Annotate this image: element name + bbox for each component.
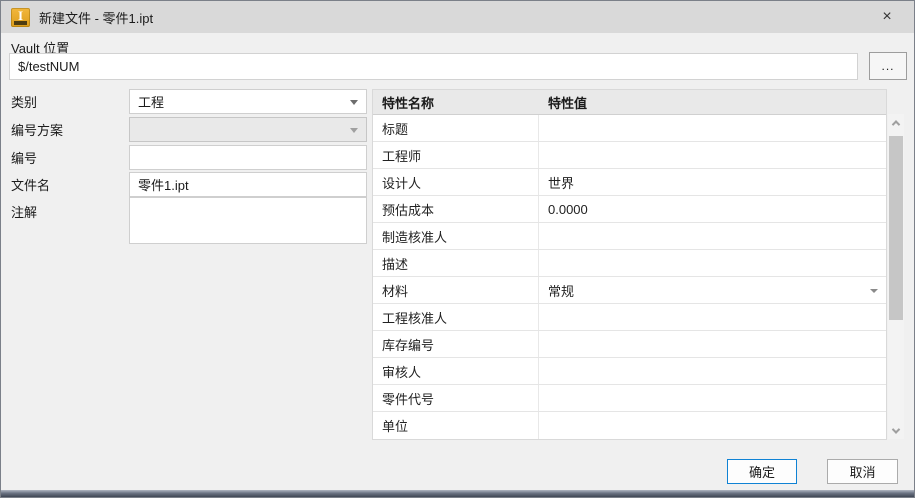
- category-dropdown[interactable]: 工程: [129, 89, 367, 114]
- window-title: 新建文件 - 零件1.ipt: [39, 10, 154, 26]
- material-value: 常规: [548, 283, 575, 299]
- table-row-units: 单位: [373, 412, 886, 439]
- property-value-cell[interactable]: [539, 412, 886, 439]
- vault-location-input[interactable]: [9, 53, 858, 80]
- scroll-up-icon[interactable]: [888, 114, 904, 131]
- property-value-cell[interactable]: [539, 304, 886, 330]
- numbering-scheme-dropdown: [129, 117, 367, 142]
- property-name: 审核人: [373, 358, 539, 384]
- browse-button[interactable]: ...: [869, 52, 907, 80]
- filename-row: 文件名: [11, 172, 367, 197]
- table-row-mfg-approver: 制造核准人: [373, 223, 886, 250]
- title-bar: I 新建文件 - 零件1.ipt ×: [1, 1, 914, 33]
- property-name: 标题: [373, 115, 539, 141]
- number-input[interactable]: [129, 145, 367, 170]
- category-label: 类别: [11, 95, 38, 110]
- cancel-button[interactable]: 取消: [827, 459, 898, 484]
- comment-row: 注解: [11, 197, 367, 244]
- property-value-cell[interactable]: [539, 142, 886, 168]
- window-bottom-edge: [1, 490, 914, 497]
- material-dropdown-cell[interactable]: 常规: [539, 277, 886, 303]
- table-row-title: 标题: [373, 115, 886, 142]
- close-icon[interactable]: ×: [882, 8, 892, 25]
- number-row: 编号: [11, 145, 367, 170]
- property-value-cell[interactable]: [539, 223, 886, 249]
- category-row: 类别 工程: [11, 89, 367, 114]
- property-name: 预估成本: [373, 196, 539, 222]
- property-value-cell[interactable]: [539, 115, 886, 141]
- table-row-estimated-cost: 预估成本 0.0000: [373, 196, 886, 223]
- property-name: 库存编号: [373, 331, 539, 357]
- properties-table-header: 特性名称 特性值: [373, 90, 886, 115]
- filename-label: 文件名: [11, 178, 51, 193]
- ok-button[interactable]: 确定: [727, 459, 797, 484]
- property-name: 材料: [373, 277, 539, 303]
- category-value: 工程: [138, 95, 165, 110]
- inventor-file-icon: I: [11, 7, 30, 27]
- property-value-cell[interactable]: [539, 385, 886, 411]
- chevron-down-icon: [891, 424, 901, 434]
- property-value-cell[interactable]: 世界: [548, 175, 575, 191]
- vault-location-label: Vault 位置: [11, 41, 70, 56]
- property-value-cell[interactable]: [539, 250, 886, 276]
- property-name: 工程核准人: [373, 304, 539, 330]
- property-name: 零件代号: [373, 385, 539, 411]
- table-row-material: 材料 常规: [373, 277, 886, 304]
- chevron-down-icon: [350, 128, 358, 133]
- scroll-down-icon[interactable]: [888, 422, 904, 439]
- inventor-icon-letter: I: [17, 8, 24, 23]
- comment-label: 注解: [11, 205, 38, 220]
- property-name: 制造核准人: [373, 223, 539, 249]
- table-row-engineer: 工程师: [373, 142, 886, 169]
- number-label: 编号: [11, 151, 38, 166]
- property-value-cell[interactable]: [539, 358, 886, 384]
- property-name: 设计人: [373, 169, 539, 195]
- properties-table: 特性名称 特性值 标题 工程师 设计人 世界 预估成本 0.0000 制造核准人…: [372, 89, 887, 440]
- property-name: 单位: [373, 412, 539, 439]
- table-row-checked-by: 审核人: [373, 358, 886, 385]
- scrollbar-thumb[interactable]: [889, 136, 903, 320]
- chevron-down-icon: [870, 289, 878, 293]
- table-row-stock-number: 库存编号: [373, 331, 886, 358]
- table-row-description: 描述: [373, 250, 886, 277]
- table-row-eng-approver: 工程核准人: [373, 304, 886, 331]
- vertical-scrollbar[interactable]: [888, 114, 904, 439]
- table-row-designer: 设计人 世界: [373, 169, 886, 196]
- property-name: 描述: [373, 250, 539, 276]
- property-name-header: 特性名称: [382, 95, 435, 111]
- property-value-cell[interactable]: [539, 331, 886, 357]
- chevron-up-icon: [891, 119, 901, 129]
- table-row-part-number: 零件代号: [373, 385, 886, 412]
- property-name: 工程师: [373, 142, 539, 168]
- comment-textarea[interactable]: [129, 197, 367, 244]
- property-value-header: 特性值: [548, 95, 588, 111]
- property-value-cell[interactable]: 0.0000: [548, 201, 588, 217]
- numbering-scheme-label: 编号方案: [11, 123, 64, 138]
- filename-input[interactable]: [129, 172, 367, 197]
- chevron-down-icon: [350, 100, 358, 105]
- numbering-scheme-row: 编号方案: [11, 117, 367, 142]
